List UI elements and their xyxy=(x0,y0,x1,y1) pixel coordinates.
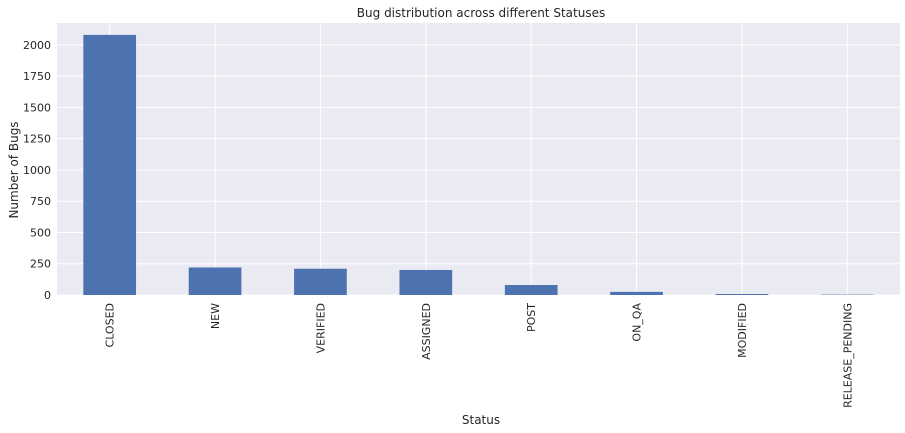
bar-closed xyxy=(83,34,137,295)
x-tick-label-verified: VERIFIED xyxy=(314,303,327,353)
x-tick-label-assigned: ASSIGNED xyxy=(420,303,433,360)
plot-area xyxy=(57,23,900,295)
y-tick-label-2000: 2000 xyxy=(23,39,51,52)
bar-new xyxy=(188,267,242,295)
bar-verified xyxy=(294,268,347,295)
y-tick-label-750: 750 xyxy=(30,195,51,208)
bars xyxy=(83,34,874,295)
bar-on-qa xyxy=(610,291,663,295)
x-tick-label-modified: MODIFIED xyxy=(736,303,749,358)
x-tick-label-release-pending: RELEASE_PENDING xyxy=(841,303,854,408)
x-tick-label-post: POST xyxy=(525,303,538,332)
bar-post xyxy=(504,284,558,295)
y-tick-label-1750: 1750 xyxy=(23,70,51,83)
x-tick-label-new: NEW xyxy=(209,303,222,329)
y-axis-ticks: 0 250 500 750 1000 1250 1500 1750 2000 xyxy=(23,39,51,302)
y-tick-label-1500: 1500 xyxy=(23,101,51,114)
chart-title: Bug distribution across different Status… xyxy=(357,6,605,20)
bar-modified xyxy=(715,293,769,295)
y-tick-label-0: 0 xyxy=(44,289,51,302)
x-tick-label-on-qa: ON_QA xyxy=(631,303,644,342)
grid-lines xyxy=(57,23,900,296)
y-tick-label-1000: 1000 xyxy=(23,164,51,177)
bar-assigned xyxy=(399,269,453,295)
y-tick-label-1250: 1250 xyxy=(23,133,51,146)
x-axis-label: Status xyxy=(462,413,500,427)
x-tick-label-closed: CLOSED xyxy=(104,303,117,347)
y-tick-label-250: 250 xyxy=(30,258,51,271)
y-axis-label: Number of Bugs xyxy=(7,121,21,218)
x-axis-ticks: CLOSED NEW VERIFIED ASSIGNED POST ON_QA MODIFI… xyxy=(104,303,855,408)
y-tick-label-500: 500 xyxy=(30,226,51,239)
